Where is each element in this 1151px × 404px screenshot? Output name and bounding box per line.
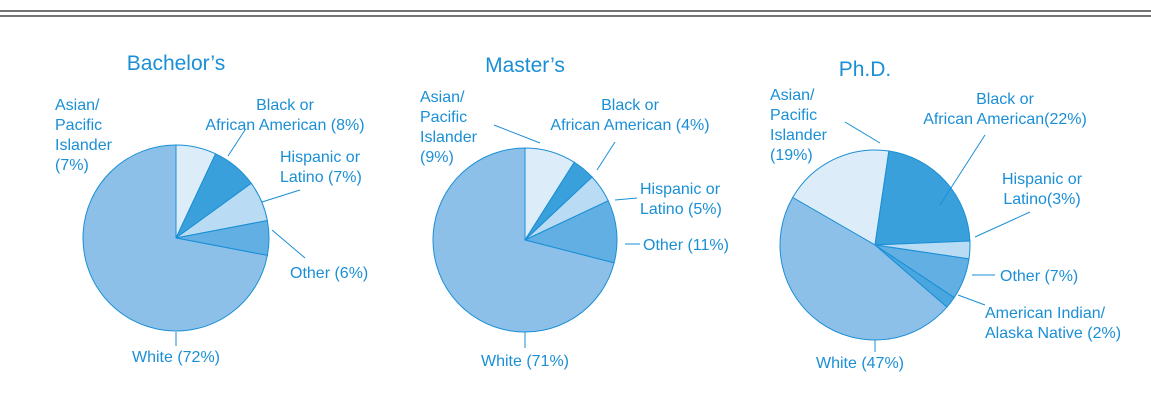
- slice-label: Hispanic or Latino(3%): [1002, 171, 1083, 208]
- pie-slice: [874, 150, 971, 246]
- slice-label: Other (11%): [643, 237, 729, 254]
- slice-label: White (72%): [132, 349, 220, 366]
- chart-title: Master’s: [485, 54, 565, 77]
- slice-label: Hispanic or Latino (7%): [280, 149, 362, 186]
- slice-label: White (71%): [481, 353, 569, 370]
- leader-line: [844, 121, 881, 144]
- pie-slice: [82, 144, 268, 332]
- slice-label: Other (7%): [1000, 268, 1078, 285]
- pie-slice: [779, 196, 948, 341]
- chart-title: Ph.D.: [839, 58, 892, 81]
- leader-line: [493, 124, 541, 144]
- leader-line: [261, 189, 301, 203]
- pie-slice: [792, 149, 890, 246]
- slice-label: White (47%): [816, 355, 904, 372]
- slice-label: Hispanic or Latino (5%): [640, 181, 722, 218]
- leader-line: [974, 211, 1031, 238]
- leader-line: [957, 294, 986, 306]
- slice-label: Black or African American(22%): [923, 91, 1087, 128]
- leader-line: [227, 129, 246, 157]
- pie-slice: [432, 147, 615, 333]
- slice-label: Asian/Pacific Islander (7%): [55, 97, 113, 174]
- slice-label: Asian/Pacific Islander (19%): [770, 87, 828, 164]
- leader-line: [596, 141, 616, 171]
- slice-label: Asian/Pacific Islander (9%): [420, 89, 478, 166]
- slice-label: American Indian/Alaska Native (2%): [985, 305, 1121, 342]
- slice-label: Black or African American (4%): [550, 97, 709, 134]
- slice-label: Black or African American (8%): [205, 97, 364, 134]
- chart-title: Bachelor’s: [127, 52, 225, 75]
- slice-label: Other (6%): [290, 265, 368, 282]
- leader-line: [271, 229, 306, 259]
- leader-line: [939, 134, 986, 206]
- leader-line: [614, 197, 638, 201]
